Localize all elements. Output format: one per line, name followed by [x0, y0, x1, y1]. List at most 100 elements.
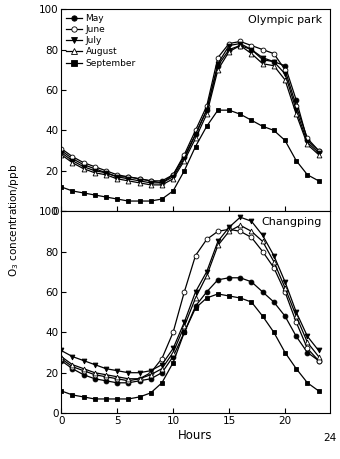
August — [317, 152, 321, 157]
July — [70, 354, 74, 359]
Text: 24: 24 — [323, 432, 336, 442]
May — [59, 148, 63, 153]
June — [283, 67, 287, 73]
June — [283, 289, 287, 295]
August — [149, 372, 153, 377]
June — [193, 253, 198, 258]
July — [260, 233, 265, 238]
August — [93, 170, 97, 175]
June — [70, 154, 74, 159]
June — [260, 249, 265, 254]
July — [238, 214, 242, 220]
June — [317, 358, 321, 364]
May — [305, 138, 309, 143]
July — [115, 368, 119, 374]
September — [182, 168, 186, 174]
May — [238, 43, 242, 48]
September — [250, 118, 254, 123]
September — [283, 350, 287, 355]
June — [182, 289, 186, 295]
May — [182, 330, 186, 335]
July — [126, 176, 131, 182]
August — [283, 77, 287, 83]
May — [305, 350, 309, 355]
May — [260, 57, 265, 62]
September — [216, 291, 220, 297]
May — [171, 172, 175, 178]
June — [160, 180, 164, 185]
May — [317, 148, 321, 153]
August — [171, 176, 175, 182]
August — [160, 182, 164, 188]
August — [115, 176, 119, 182]
July — [305, 140, 309, 145]
September — [272, 128, 276, 133]
August — [294, 313, 298, 319]
July — [137, 370, 141, 375]
September — [272, 330, 276, 335]
July — [193, 132, 198, 137]
June — [115, 376, 119, 381]
June — [171, 172, 175, 178]
May — [104, 378, 108, 384]
July — [126, 370, 131, 375]
August — [294, 112, 298, 117]
July — [115, 174, 119, 179]
August — [216, 243, 220, 248]
September — [227, 107, 231, 113]
September — [93, 192, 97, 198]
August — [182, 324, 186, 329]
June — [104, 374, 108, 380]
August — [205, 112, 209, 117]
May — [182, 154, 186, 159]
May — [227, 47, 231, 52]
July — [317, 150, 321, 155]
July — [171, 174, 175, 179]
June — [137, 176, 141, 182]
August — [182, 158, 186, 163]
June — [227, 41, 231, 46]
Line: June: June — [59, 39, 321, 185]
June — [149, 178, 153, 184]
May — [272, 299, 276, 305]
May — [250, 47, 254, 52]
August — [260, 61, 265, 67]
May — [137, 176, 141, 182]
Text: Olympic park: Olympic park — [248, 15, 322, 25]
September — [137, 394, 141, 400]
June — [305, 136, 309, 141]
August — [250, 51, 254, 56]
June — [238, 39, 242, 44]
July — [227, 43, 231, 48]
August — [82, 166, 86, 172]
July — [104, 170, 108, 175]
July — [283, 279, 287, 285]
May — [126, 174, 131, 179]
June — [115, 172, 119, 178]
August — [227, 49, 231, 54]
June — [137, 376, 141, 381]
September — [193, 144, 198, 149]
July — [82, 164, 86, 169]
September — [294, 158, 298, 163]
June — [149, 370, 153, 375]
August — [70, 362, 74, 367]
May — [216, 63, 220, 68]
July — [272, 253, 276, 258]
September — [305, 380, 309, 386]
July — [283, 71, 287, 77]
June — [193, 128, 198, 133]
September — [104, 194, 108, 200]
May — [115, 380, 119, 386]
August — [93, 370, 97, 375]
August — [260, 239, 265, 244]
September — [137, 198, 141, 204]
July — [171, 346, 175, 351]
June — [104, 168, 108, 174]
August — [305, 142, 309, 147]
May — [205, 289, 209, 295]
August — [70, 160, 74, 165]
September — [149, 390, 153, 396]
May — [283, 313, 287, 319]
June — [59, 356, 63, 361]
